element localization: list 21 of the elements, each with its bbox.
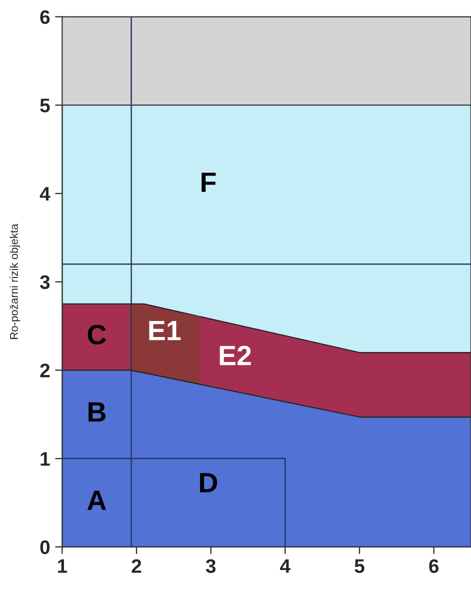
x-tick-label: 1 [58, 559, 68, 573]
y-tick-label: 2 [40, 364, 50, 378]
y-tick-label: 6 [40, 10, 50, 24]
series-label: E2 [220, 346, 251, 366]
series-label: E1 [149, 321, 181, 340]
annotation: C [88, 324, 106, 345]
annotation: A [87, 490, 106, 510]
y-tick-label: 5 [40, 98, 50, 112]
y-tick-label: 1 [40, 452, 50, 466]
annotation: D [200, 473, 218, 492]
y-tick-label: 4 [40, 187, 50, 201]
y-axis-title: Ro-požarni rizik objekta [10, 224, 20, 339]
x-tick-label: 4 [280, 559, 290, 573]
series-label: F [202, 172, 216, 192]
annotation: B [88, 402, 106, 422]
x-tick-label: 2 [132, 559, 142, 573]
y-tick-label: 0 [40, 540, 50, 554]
x-tick-label: 6 [429, 559, 439, 573]
x-tick-label: 5 [354, 559, 364, 573]
x-tick-label: 3 [206, 559, 216, 573]
y-tick-label: 3 [40, 275, 50, 290]
